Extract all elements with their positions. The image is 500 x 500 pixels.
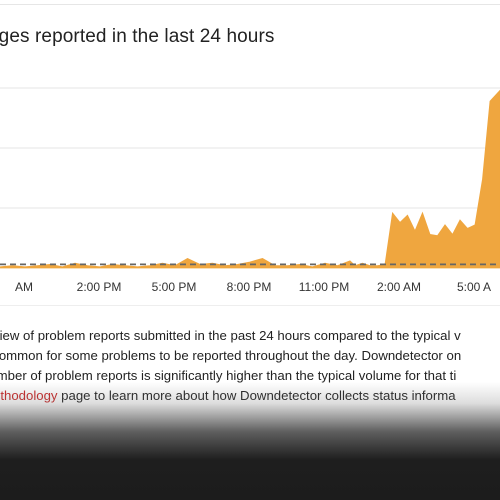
description-line-1: a view of problem reports submitted in t… bbox=[0, 328, 461, 343]
x-tick-label: AM bbox=[15, 280, 33, 294]
x-tick-label: 5:00 PM bbox=[152, 280, 197, 294]
description-line-2: s common for some problems to be reporte… bbox=[0, 348, 462, 363]
chart-heading: ages reported in the last 24 hours bbox=[0, 26, 275, 47]
x-tick-label: 8:00 PM bbox=[227, 280, 272, 294]
x-tick-label: 2:00 PM bbox=[77, 280, 122, 294]
description-line-4: Methodology page to learn more about how… bbox=[0, 386, 500, 406]
description-line-4-text: page to learn more about how Downdetecto… bbox=[57, 388, 456, 403]
methodology-link[interactable]: Methodology bbox=[0, 388, 58, 403]
chart-divider bbox=[0, 305, 500, 306]
description-line-3: number of problem reports is significant… bbox=[0, 368, 457, 383]
x-tick-label: 11:00 PM bbox=[299, 280, 349, 294]
x-tick-label: 5:00 A bbox=[457, 280, 491, 294]
x-tick-label: 2:00 AM bbox=[377, 280, 421, 294]
reports-area-series bbox=[0, 89, 500, 269]
outage-area-chart: AM 2:00 PM 5:00 PM 8:00 PM 11:00 PM 2:00 AM 5:… bbox=[0, 60, 500, 310]
chart-svg: AM 2:00 PM 5:00 PM 8:00 PM 11:00 PM 2:00 AM 5:… bbox=[0, 87, 500, 294]
chart-description: a view of problem reports submitted in t… bbox=[0, 326, 500, 406]
